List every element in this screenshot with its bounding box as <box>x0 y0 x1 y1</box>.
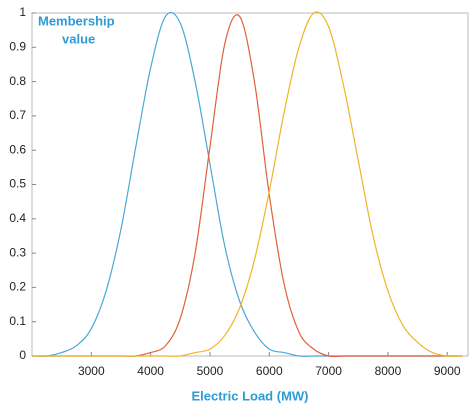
x-tick-label: 6000 <box>256 364 283 378</box>
y-tick-label: 0.6 <box>9 142 26 156</box>
series-line <box>31 11 463 357</box>
y-tick-label: 0.1 <box>9 314 26 328</box>
x-tick-label: 5000 <box>197 364 224 378</box>
x-tick-label: 4000 <box>137 364 164 378</box>
y-tick-label: 0.8 <box>9 74 26 88</box>
y-tick-label: 1 <box>19 5 26 19</box>
y-tick-label: 0.3 <box>9 245 26 259</box>
y-tick-label: 0 <box>19 348 26 362</box>
y-axis-label: Membership <box>38 13 115 28</box>
x-axis-label: Electric Load (MW) <box>191 388 308 403</box>
series-line <box>32 11 463 357</box>
series-line <box>32 14 463 358</box>
y-tick-label: 0.2 <box>9 280 26 294</box>
x-tick-label: 9000 <box>434 364 461 378</box>
x-tick-label: 7000 <box>315 364 342 378</box>
plot-frame <box>31 12 469 357</box>
y-tick-label: 0.7 <box>9 108 26 122</box>
y-tick-label: 0.4 <box>9 211 26 225</box>
y-tick-label: 0.9 <box>9 39 26 53</box>
x-tick-label: 3000 <box>78 364 105 378</box>
y-tick-label: 0.5 <box>9 177 26 191</box>
x-tick-label: 8000 <box>375 364 402 378</box>
y-axis-label: value <box>62 31 95 46</box>
